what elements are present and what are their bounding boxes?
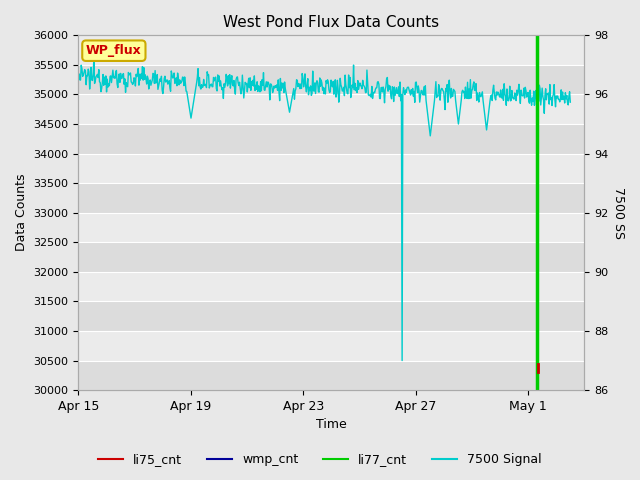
- Line: 7500 Signal: 7500 Signal: [79, 58, 570, 360]
- Title: West Pond Flux Data Counts: West Pond Flux Data Counts: [223, 15, 440, 30]
- Bar: [79, 360, 584, 390]
- 7500 Signal: [398, 358, 406, 363]
- 7500 Signal: [90, 55, 98, 61]
- Bar: [79, 95, 584, 124]
- 7500 Signal: [196, 74, 204, 80]
- Bar: [79, 124, 584, 154]
- 7500 Signal: [75, 75, 83, 81]
- Bar: [79, 154, 584, 183]
- X-axis label: Time: Time: [316, 419, 347, 432]
- Legend: li75_cnt, wmp_cnt, li77_cnt, 7500 Signal: li75_cnt, wmp_cnt, li77_cnt, 7500 Signal: [93, 448, 547, 471]
- Bar: [79, 36, 584, 65]
- Bar: [79, 65, 584, 95]
- Bar: [79, 272, 584, 301]
- li75_cnt: [534, 360, 542, 366]
- Text: WP_flux: WP_flux: [86, 44, 141, 57]
- Y-axis label: 7500 SS: 7500 SS: [612, 187, 625, 239]
- Bar: [79, 331, 584, 360]
- Bar: [79, 242, 584, 272]
- Bar: [79, 183, 584, 213]
- Y-axis label: Data Counts: Data Counts: [15, 174, 28, 252]
- Bar: [79, 213, 584, 242]
- 7500 Signal: [519, 93, 527, 98]
- li75_cnt: [534, 370, 542, 375]
- 7500 Signal: [399, 92, 406, 97]
- 7500 Signal: [214, 72, 221, 78]
- 7500 Signal: [459, 87, 467, 93]
- Bar: [79, 301, 584, 331]
- 7500 Signal: [566, 99, 574, 105]
- 7500 Signal: [231, 86, 239, 92]
